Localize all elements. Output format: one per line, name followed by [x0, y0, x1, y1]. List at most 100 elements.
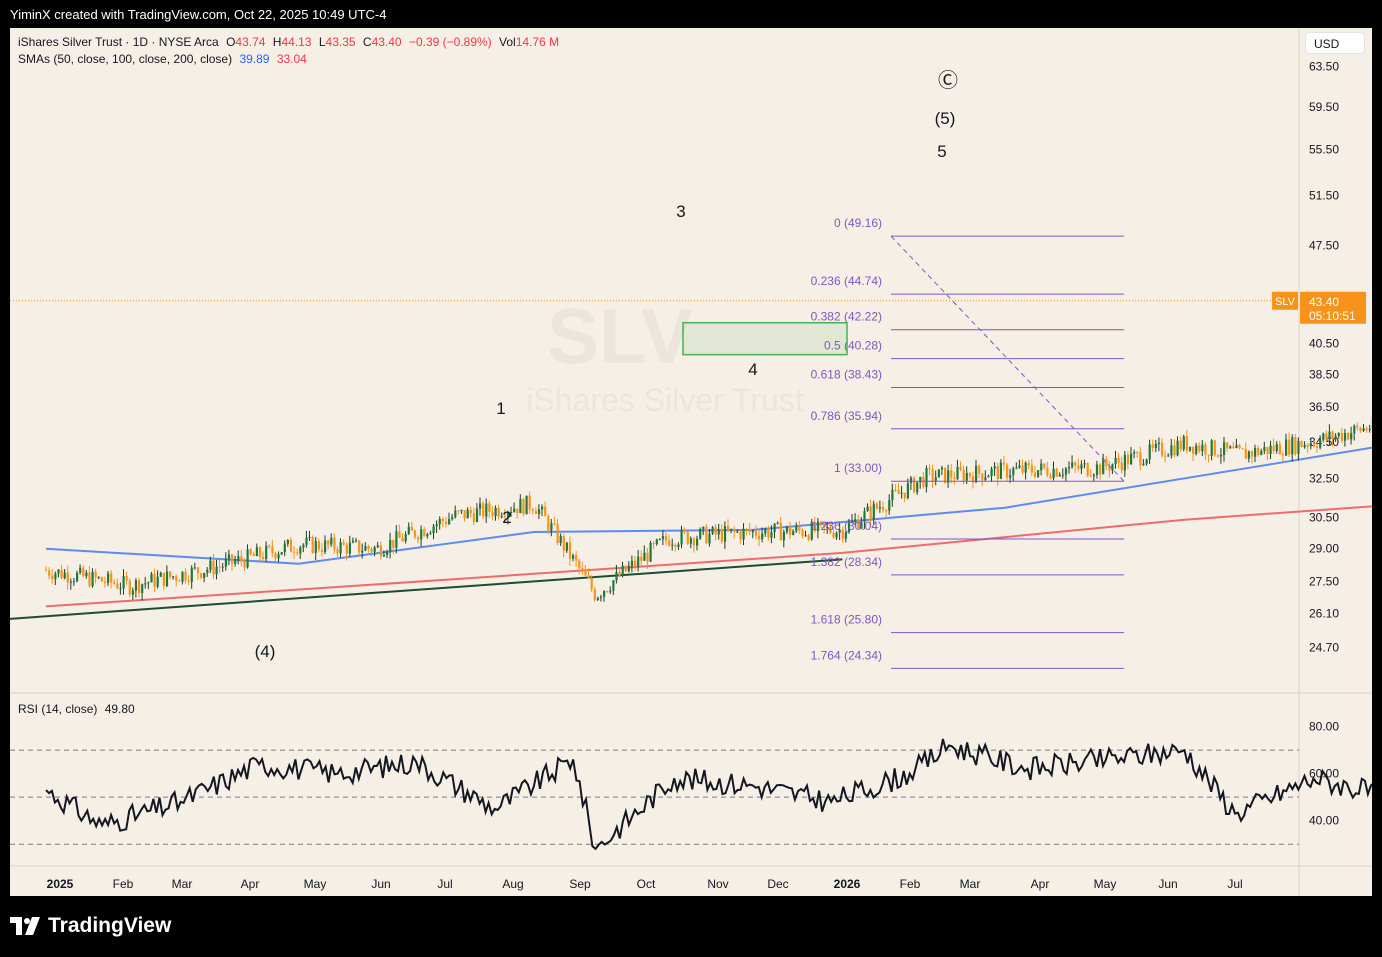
- candle-body: [153, 573, 156, 587]
- fib-level-label: 1.764 (24.34): [811, 648, 882, 662]
- candle-body: [169, 571, 172, 578]
- candle-body: [1213, 440, 1216, 456]
- candle-body: [277, 554, 280, 559]
- candle-body: [692, 538, 696, 546]
- candle-body: [351, 540, 355, 543]
- candle-body: [293, 551, 296, 553]
- candle-body: [1285, 439, 1288, 456]
- candle-body: [1294, 437, 1297, 454]
- candle-body: [355, 540, 358, 542]
- candle-body: [665, 536, 668, 541]
- candle-body: [767, 529, 770, 538]
- candle-body: [696, 538, 699, 546]
- candle-body: [739, 531, 742, 540]
- candle-body: [754, 530, 758, 536]
- candle-body: [299, 547, 302, 554]
- candle-body: [621, 565, 624, 576]
- candle-body: [990, 468, 993, 477]
- fib-level-label: 0.5 (40.28): [824, 339, 882, 353]
- candle-body: [243, 560, 246, 568]
- candle-body: [342, 542, 345, 545]
- candle-body: [587, 575, 590, 579]
- chart-panel[interactable]: SLV iShares Silver Trust 63.50 59.50 55.50 51…: [10, 28, 1372, 896]
- candle-body: [575, 555, 578, 561]
- currency-button[interactable]: USD: [1305, 32, 1365, 54]
- candle-body: [1340, 432, 1343, 441]
- candle-body: [401, 537, 404, 542]
- candle-body: [336, 549, 339, 554]
- candle-body: [76, 572, 79, 582]
- candle-body: [1204, 444, 1207, 455]
- price-tick-label: 40.50: [1309, 336, 1339, 350]
- candle-body: [113, 582, 116, 584]
- candle-body: [147, 582, 150, 584]
- rsi-line: [45, 738, 1372, 851]
- candle-body: [57, 569, 60, 574]
- fib-level-label: 1.236 (30.04): [811, 519, 882, 533]
- candle-body: [947, 470, 950, 483]
- candle-body: [69, 581, 72, 583]
- candle-body: [978, 465, 981, 474]
- chart-credit: YiminX created with TradingView.com, Oct…: [10, 7, 387, 22]
- candle-body: [94, 571, 97, 578]
- candle-body: [429, 533, 432, 535]
- candle-body: [581, 568, 584, 570]
- candle-body: [1316, 446, 1319, 448]
- wave-label: 1: [496, 399, 505, 418]
- fib-level-label: 0.382 (42.22): [811, 310, 882, 324]
- rsi-label: RSI (14, close): [18, 702, 98, 716]
- candle-body: [1182, 436, 1185, 450]
- candle-body: [1353, 425, 1356, 434]
- candle-body: [761, 533, 764, 540]
- candle-body: [1241, 448, 1244, 450]
- candle-body: [1275, 444, 1278, 452]
- time-tick-label: Jun: [1158, 877, 1177, 891]
- candle-body: [702, 526, 705, 529]
- candle-body: [1095, 464, 1099, 475]
- candle-body: [503, 516, 506, 518]
- candle-body: [612, 580, 615, 591]
- candle-body: [965, 472, 968, 481]
- candle-body: [1092, 474, 1095, 477]
- candle-body: [271, 546, 274, 554]
- candle-body: [128, 580, 131, 595]
- candle-body: [522, 499, 525, 515]
- candle-body: [454, 510, 457, 518]
- candle-body: [838, 529, 841, 533]
- candle-body: [491, 512, 494, 517]
- candle-body: [262, 556, 265, 559]
- candle-body: [218, 566, 221, 568]
- candle-body: [389, 539, 392, 552]
- candle-body: [280, 552, 283, 555]
- fib-level-label: 1.618 (25.80): [811, 613, 882, 627]
- candle-body: [643, 552, 646, 561]
- candle-body: [897, 490, 900, 494]
- candle-body: [640, 556, 643, 561]
- candle-body: [162, 572, 165, 587]
- candle-body: [1303, 445, 1306, 447]
- candle-body: [727, 526, 730, 531]
- price-tick-label: 63.50: [1309, 60, 1339, 74]
- candle-body: [379, 545, 382, 557]
- candle-body: [680, 529, 683, 545]
- candle-body: [200, 573, 203, 578]
- close-value: 43.40: [371, 35, 402, 49]
- candle-body: [956, 466, 959, 480]
- candle-body: [857, 519, 860, 529]
- candle-body: [444, 521, 448, 525]
- candle-body: [311, 536, 314, 553]
- rsi-tick-label: 40.00: [1309, 814, 1339, 828]
- candle-body: [506, 512, 510, 518]
- price-tick-label: 38.50: [1309, 367, 1339, 381]
- candle-body: [1061, 474, 1064, 476]
- candle-body: [606, 591, 609, 593]
- candle-body: [646, 552, 649, 562]
- candle-body: [882, 507, 885, 511]
- candle-body: [686, 532, 689, 544]
- price-tick-label: 32.50: [1309, 472, 1339, 486]
- candle-body: [550, 523, 553, 531]
- time-tick-label: 2025: [47, 877, 74, 891]
- tradingview-logo[interactable]: TradingView: [10, 914, 171, 938]
- candle-body: [541, 506, 544, 510]
